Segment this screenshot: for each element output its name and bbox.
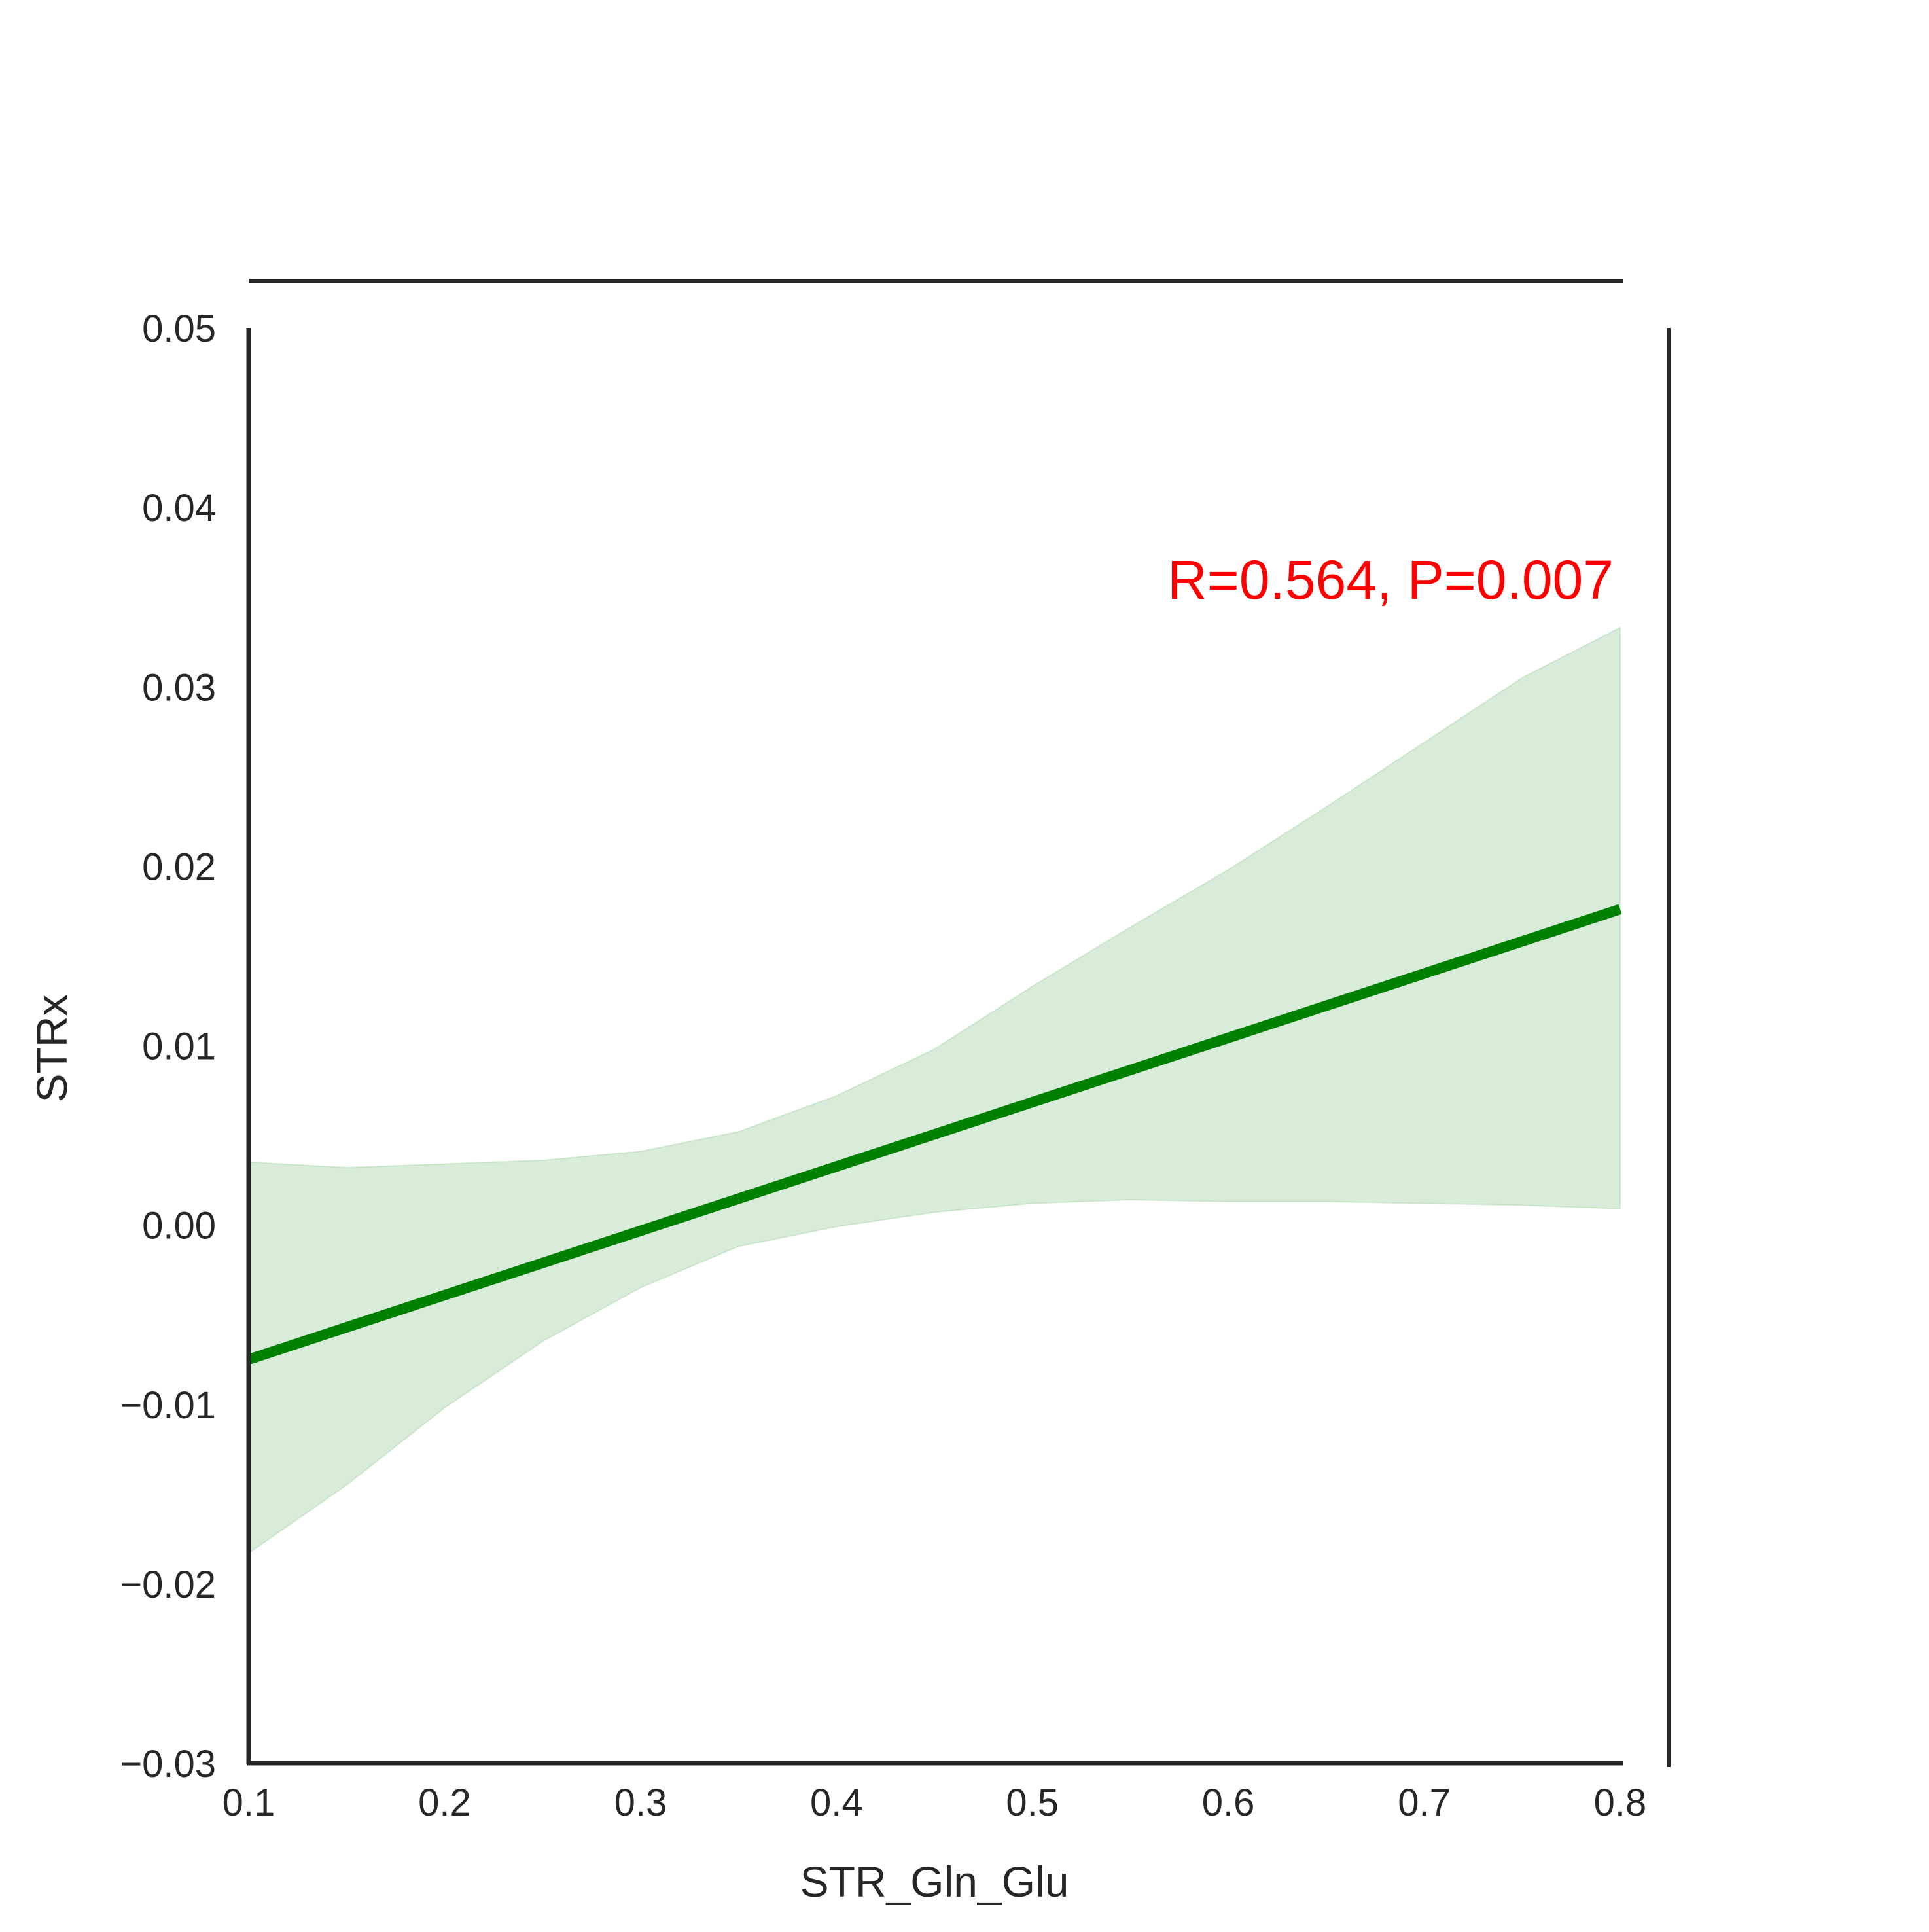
regression-line-layer (247, 904, 1622, 1365)
confidence-band (248, 626, 1621, 1555)
x-tick-label: 0.6 (1202, 1781, 1255, 1824)
x-tick-label: 0.3 (614, 1781, 667, 1824)
y-tick-labels: 0.05 0.04 0.03 0.02 0.01 0.00 −0.01 −0.02 −0.03 (120, 308, 216, 1785)
x-tick-label: 0.7 (1398, 1781, 1451, 1824)
y-axis-label: STRx (27, 995, 76, 1103)
y-tick-label: 0.03 (142, 666, 216, 709)
y-tick-label: 0.01 (142, 1026, 216, 1068)
x-axis-label: STR_Gln_Glu (800, 1857, 1069, 1906)
y-tick-label: −0.01 (120, 1384, 216, 1427)
confidence-band-layer (248, 626, 1621, 1555)
x-tick-label: 0.1 (222, 1781, 275, 1824)
y-tick-label: 0.04 (142, 487, 216, 529)
x-tick-label: 0.5 (1006, 1781, 1059, 1824)
y-tick-label: 0.02 (142, 846, 216, 888)
y-tick-label: −0.03 (120, 1743, 216, 1785)
x-tick-label: 0.8 (1594, 1781, 1647, 1824)
x-tick-labels: 0.1 0.2 0.3 0.4 0.5 0.6 0.7 0.8 (222, 1781, 1647, 1824)
y-tick-label: 0.00 (142, 1205, 216, 1247)
regression-line-0 (247, 904, 1622, 1365)
y-tick-label: 0.05 (142, 308, 216, 350)
x-tick-label: 0.2 (418, 1781, 471, 1824)
correlation-annotation: R=0.564, P=0.007 (1167, 549, 1614, 611)
y-tick-label: −0.02 (120, 1564, 216, 1606)
x-tick-label: 0.4 (810, 1781, 863, 1824)
